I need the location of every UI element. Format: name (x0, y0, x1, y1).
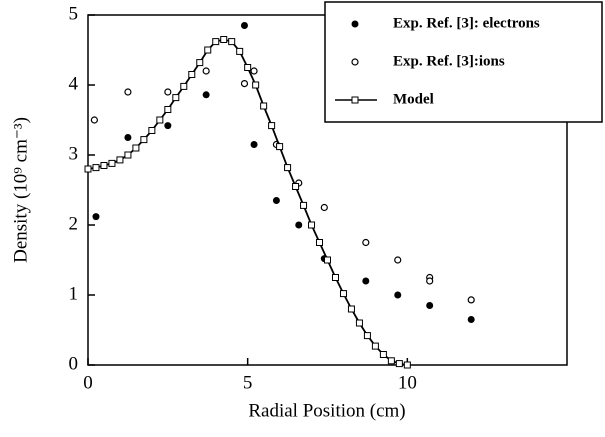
point (164, 122, 172, 130)
point (180, 82, 188, 90)
y-tick-label: 4 (69, 73, 79, 94)
point (92, 213, 100, 221)
point (244, 64, 252, 71)
point (84, 165, 92, 173)
point (124, 151, 132, 159)
point (467, 296, 475, 304)
point (92, 164, 100, 172)
point (308, 221, 316, 229)
point (172, 94, 180, 102)
point (100, 162, 108, 169)
legend-label: Exp. Ref. [3]: electrons (393, 15, 540, 31)
point (276, 143, 284, 151)
point (395, 360, 403, 368)
point (132, 144, 140, 152)
point (124, 88, 132, 96)
legend-frame (324, 1, 603, 123)
point (236, 47, 244, 55)
point (320, 203, 328, 212)
point (202, 67, 210, 75)
x-tick-label: 0 (83, 372, 93, 393)
point (196, 59, 204, 67)
point (124, 134, 132, 141)
point (272, 197, 280, 204)
legend: Exp. Ref. [3]: electrons Exp. Ref. [3]:io… (324, 1, 603, 123)
point (108, 159, 116, 167)
point (228, 38, 236, 46)
x-tick-label: 10 (398, 372, 417, 393)
point (363, 332, 371, 340)
point (140, 136, 148, 144)
point (212, 38, 220, 46)
point (426, 302, 434, 309)
legend-label: Exp. Ref. [3]:ions (393, 53, 505, 69)
point (220, 36, 228, 43)
point (116, 156, 124, 164)
x-axis-label: Radial Position (cm) (248, 400, 405, 421)
legend-marker (351, 58, 359, 66)
x-tick-label: 5 (243, 372, 253, 393)
point (362, 277, 370, 285)
point (240, 79, 249, 88)
y-tick-label: 5 (69, 3, 79, 24)
point (90, 116, 98, 124)
point (268, 122, 276, 130)
point (467, 316, 475, 323)
point (284, 164, 292, 172)
point (295, 221, 303, 229)
point (394, 256, 402, 264)
point (164, 106, 172, 113)
legend-marker (351, 96, 359, 104)
y-tick-label: 1 (69, 283, 79, 304)
point (260, 102, 268, 110)
y-tick-label: 0 (69, 353, 79, 374)
point (371, 342, 379, 350)
point (379, 351, 387, 358)
y-axis-label: Density (10⁹ cm⁻³) (10, 117, 31, 263)
point (387, 357, 395, 365)
point (403, 361, 411, 369)
point (148, 127, 156, 134)
point (188, 71, 196, 78)
point (250, 141, 258, 148)
point (164, 88, 172, 96)
y-tick-label: 3 (69, 143, 79, 164)
point (156, 116, 164, 124)
point (362, 238, 370, 247)
legend-marker (351, 20, 359, 28)
point (240, 22, 248, 29)
point (316, 239, 324, 246)
point (204, 46, 212, 54)
y-tick-label: 2 (69, 213, 79, 234)
point (292, 183, 300, 190)
point (324, 256, 331, 264)
point (394, 291, 402, 299)
point (426, 277, 434, 285)
legend-label: Model (393, 91, 434, 107)
point (250, 67, 258, 75)
point (202, 91, 210, 99)
point (347, 305, 355, 313)
point (339, 290, 347, 298)
point (252, 81, 260, 89)
point (355, 319, 363, 327)
point (300, 201, 308, 209)
point (331, 274, 339, 281)
